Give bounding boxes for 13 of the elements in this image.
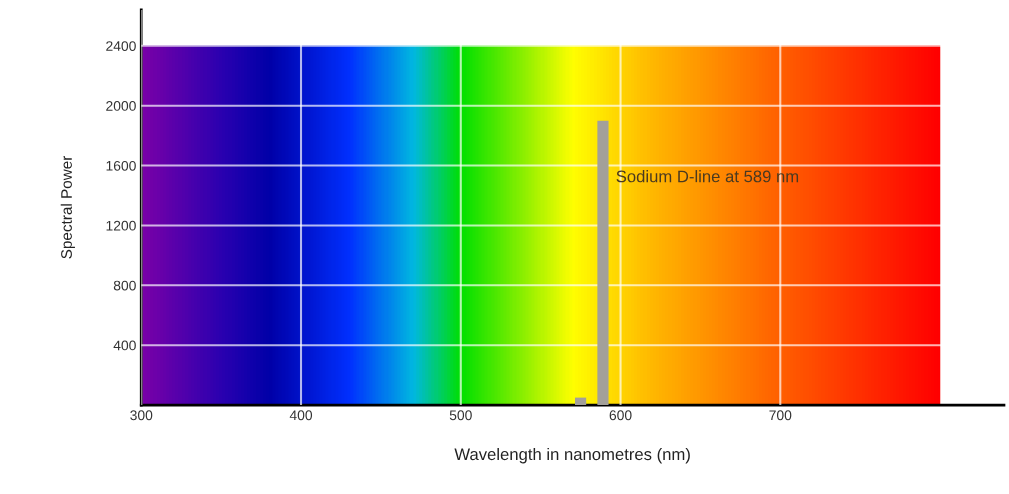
y-tick-label: 400 — [113, 340, 136, 351]
x-tick-label: 600 — [609, 410, 632, 421]
y-tick-label: 2400 — [106, 41, 136, 51]
y-tick-label: 1600 — [106, 160, 136, 171]
x-tick-label: 700 — [769, 410, 792, 421]
y-tick-label: 2000 — [106, 101, 136, 111]
x-tick-label: 400 — [289, 410, 313, 421]
y-tick-label: 1200 — [106, 220, 136, 231]
x-tick-label: 300 — [130, 410, 153, 421]
x-tick-label: 500 — [449, 410, 472, 421]
y-tick-label: 800 — [113, 280, 136, 291]
y-axis-title: Spectral Power — [60, 155, 75, 259]
x-axis-title: Wavelength in nanometres (nm) — [454, 447, 690, 464]
